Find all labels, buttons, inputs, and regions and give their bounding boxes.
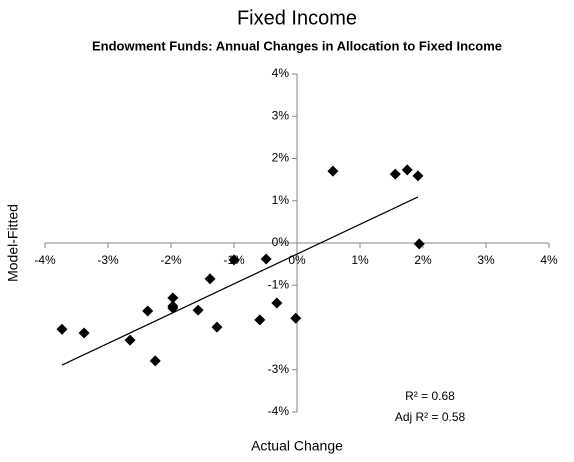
y-tick-label: 2% xyxy=(272,151,290,165)
x-tick-label: 4% xyxy=(540,253,558,267)
y-axis-label: Model-Fitted xyxy=(5,204,21,282)
data-point xyxy=(56,323,68,335)
y-tick-label: 1% xyxy=(272,193,290,207)
data-point xyxy=(401,164,413,176)
data-point xyxy=(204,273,216,285)
data-point xyxy=(124,334,136,346)
data-point xyxy=(228,254,240,266)
data-point xyxy=(142,305,154,317)
data-point xyxy=(389,168,401,180)
y-tick-label: 3% xyxy=(272,108,290,122)
data-point xyxy=(78,327,90,339)
data-point xyxy=(167,292,179,304)
data-point xyxy=(413,238,425,250)
y-tick-label: -3% xyxy=(268,362,290,376)
x-tick-label: 1% xyxy=(351,253,369,267)
data-point xyxy=(260,253,272,265)
data-point xyxy=(290,312,302,324)
y-tick-label: 4% xyxy=(272,66,290,80)
x-axis-label: Actual Change xyxy=(251,438,343,454)
x-tick-label: -4% xyxy=(34,253,56,267)
data-point xyxy=(254,314,266,326)
annotation: R² = 0.68 xyxy=(405,389,455,403)
y-tick-label: 0% xyxy=(272,235,290,249)
data-point xyxy=(167,302,179,314)
y-tick-label: -4% xyxy=(268,404,290,418)
trendline xyxy=(61,196,419,366)
data-point xyxy=(412,170,424,182)
x-tick-label: -2% xyxy=(160,253,182,267)
data-point xyxy=(149,355,161,367)
x-tick-label: 3% xyxy=(477,253,495,267)
data-point xyxy=(192,304,204,316)
data-point xyxy=(327,165,339,177)
chart-subtitle: Endowment Funds: Annual Changes in Alloc… xyxy=(92,38,502,53)
data-point xyxy=(271,297,283,309)
x-tick-label: 0% xyxy=(288,253,306,267)
x-tick-label: -3% xyxy=(97,253,119,267)
x-tick-label: 2% xyxy=(414,253,432,267)
y-tick-label: -1% xyxy=(268,277,290,291)
annotation: Adj R² = 0.58 xyxy=(395,410,466,424)
chart-title: Fixed Income xyxy=(237,7,357,29)
data-point xyxy=(211,321,223,333)
